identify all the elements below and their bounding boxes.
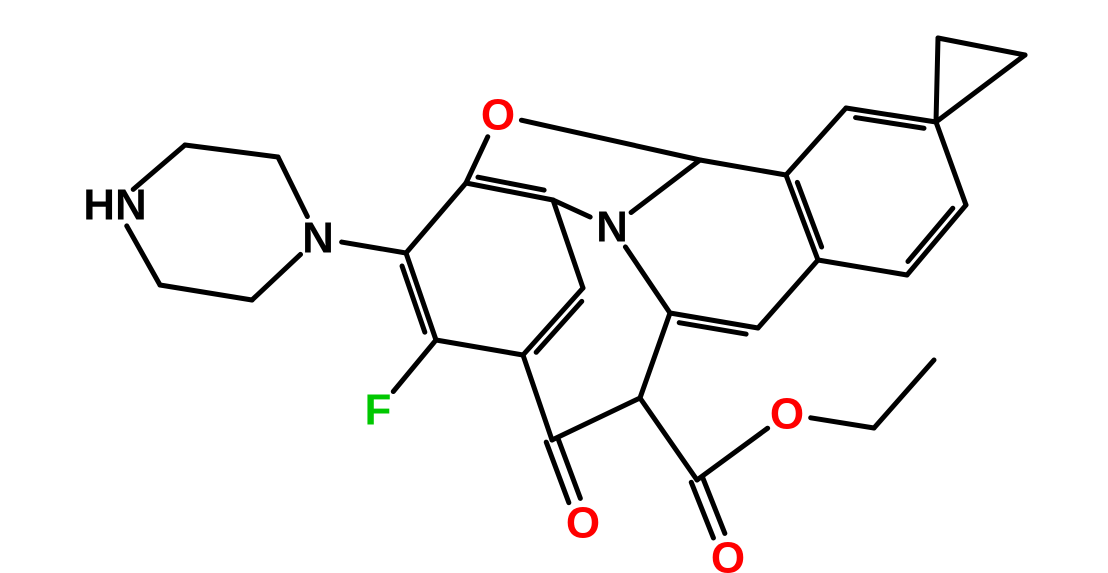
bond — [523, 355, 552, 440]
bond — [393, 340, 436, 392]
bond — [907, 205, 966, 275]
molecule-diagram: HN N F O N O O O — [0, 0, 1108, 573]
bond — [758, 260, 818, 328]
bond — [874, 360, 934, 428]
bond — [552, 398, 640, 440]
bond — [700, 160, 786, 175]
bond — [536, 301, 582, 352]
bond — [936, 38, 938, 122]
atom-hn: HN — [83, 181, 147, 230]
bond — [523, 288, 583, 355]
bond — [521, 120, 700, 160]
bond — [938, 38, 1025, 55]
bond — [640, 313, 670, 398]
bond — [936, 55, 1025, 122]
bond — [342, 242, 406, 253]
atom-f: F — [365, 386, 392, 435]
bond — [625, 247, 670, 313]
atom-n: N — [596, 203, 628, 252]
bond — [436, 340, 523, 355]
bond — [546, 442, 569, 503]
bond — [908, 208, 953, 261]
bond — [278, 157, 307, 216]
bond — [160, 285, 252, 300]
atom-n: N — [302, 214, 334, 263]
bond — [631, 160, 700, 212]
bond — [640, 398, 697, 480]
bond — [252, 254, 301, 300]
atom-o: O — [711, 534, 745, 573]
bond — [697, 428, 768, 480]
bond — [185, 145, 278, 157]
bond — [811, 418, 874, 428]
atom-o: O — [566, 499, 600, 548]
bond — [818, 260, 907, 275]
bond — [127, 226, 160, 285]
bond — [786, 108, 846, 175]
atom-o: O — [770, 390, 804, 439]
bond — [558, 438, 581, 499]
bond — [406, 183, 466, 253]
bond — [936, 122, 966, 205]
atom-o: O — [481, 91, 515, 140]
